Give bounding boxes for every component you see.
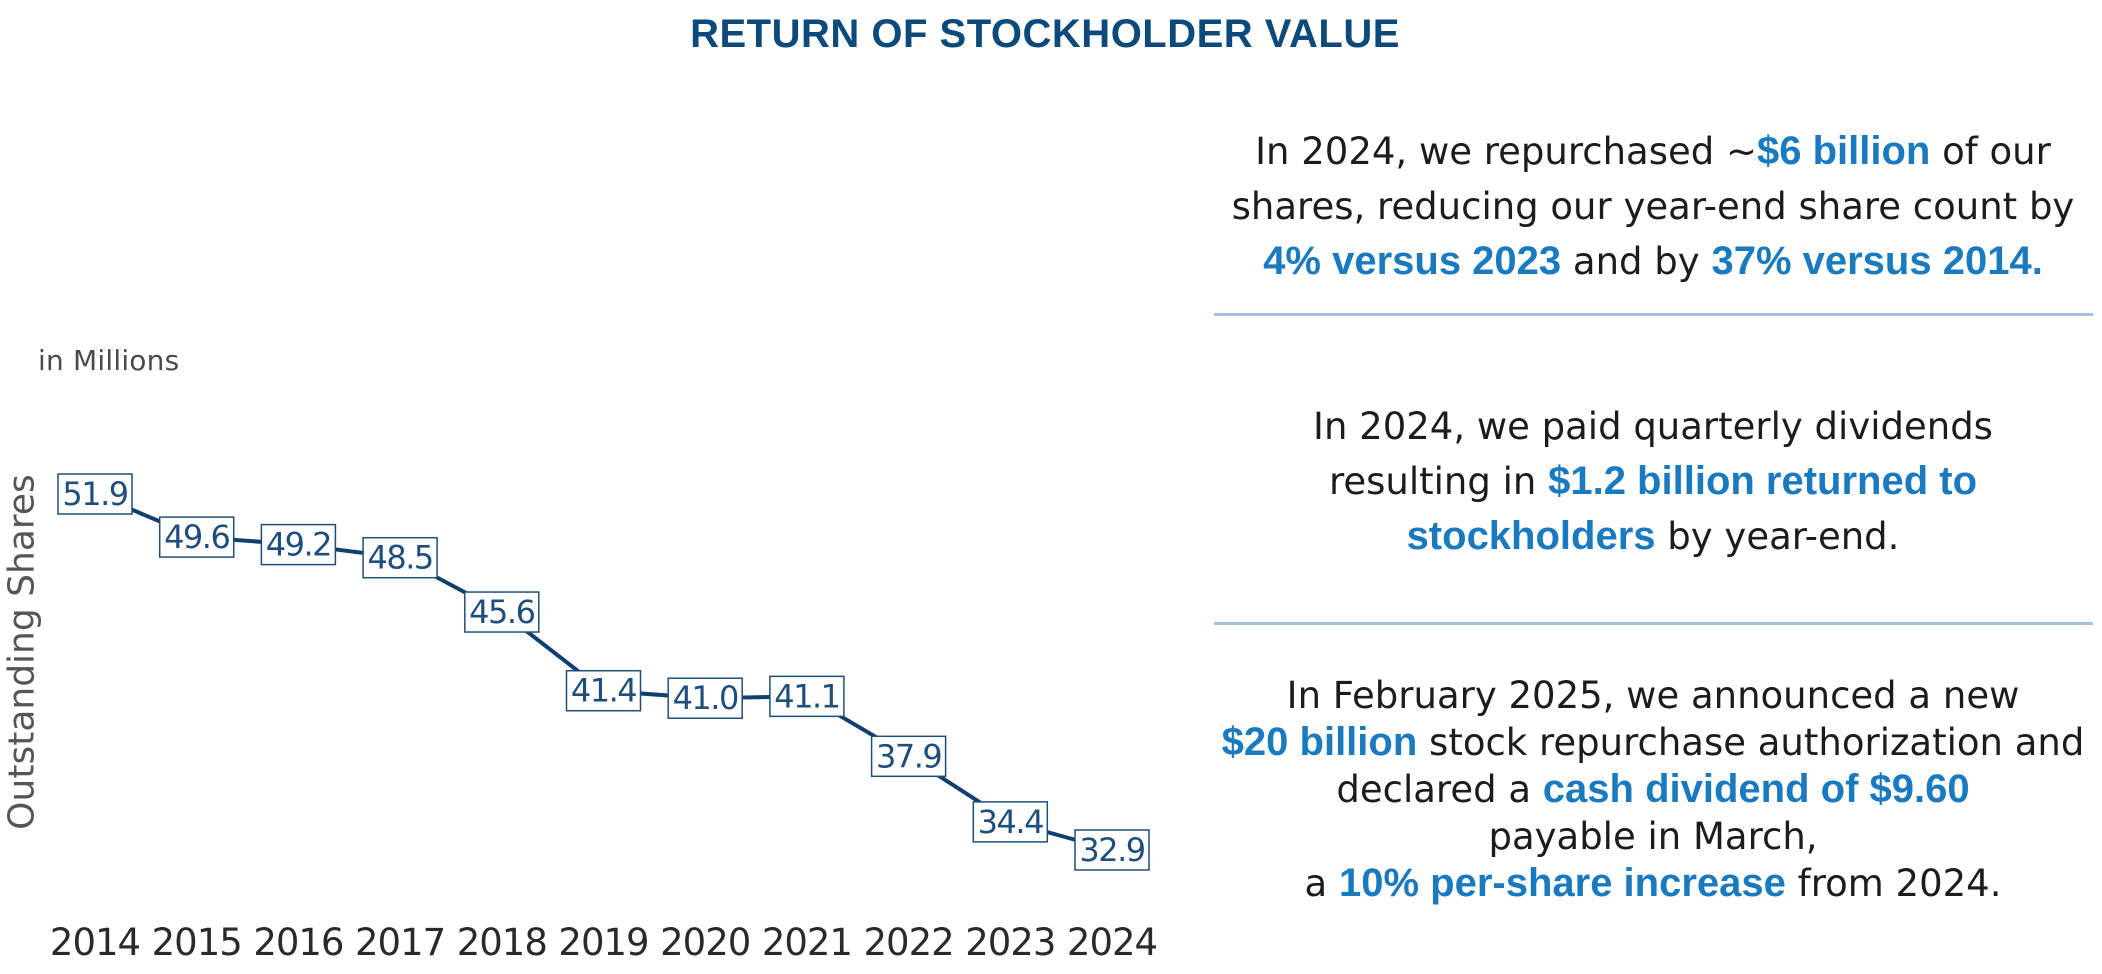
panel-line: 4% versus 2023 and by 37% versus 2014. [1213,234,2093,289]
divider [1214,313,2093,316]
data-point: 41.4 [565,669,642,712]
data-point: 49.2 [260,523,337,566]
body-text: payable in March, [1488,815,1818,858]
dividend-summary: In 2024, we paid quarterly dividends resu… [1213,399,2093,564]
body-text: In 2024, we repurchased ~ [1255,130,1757,173]
data-point: 37.9 [870,735,947,778]
data-label: 37.9 [876,737,941,775]
data-point: 41.0 [667,677,743,719]
panel-line: declared a cash dividend of $9.60 [1213,766,2093,813]
data-label-box [972,801,1049,843]
highlight-text: $6 billion [1757,129,1931,173]
data-label: 45.6 [469,593,534,631]
highlight-text: stockholders [1406,514,1656,558]
panel-line: In 2024, we repurchased ~$6 billion of o… [1213,124,2093,179]
data-point: 41.1 [769,675,845,718]
data-label-box [260,523,337,566]
highlight-text: cash dividend of $9.60 [1542,767,1970,811]
panel-line: $20 billion stock repurchase authorizati… [1213,719,2093,766]
panel-line: resulting in $1.2 billion returned to [1213,454,2093,509]
data-point: 49.6 [158,516,235,558]
data-label-box [362,536,438,579]
body-text: stock repurchase authorization and [1417,721,2085,764]
body-text: resulting in [1328,460,1549,503]
data-label-box [667,677,743,719]
shares-line-chart: 51.9 49.6 49.2 48.5 45.6 41.4 41.0 41.1 37.9 34.4… [50,473,1158,964]
data-label-layer: 51.9 49.6 49.2 48.5 45.6 41.4 41.0 41.1 37.9 34.4… [57,473,1150,871]
body-text: and by [1561,240,1712,283]
panel-line: In 2024, we paid quarterly dividends [1213,399,2093,454]
divider [1214,622,2093,625]
data-point: 34.4 [972,801,1049,843]
page-title: RETURN OF STOCKHOLDER VALUE [690,12,1400,56]
data-label-box [57,473,133,515]
data-label-box [158,516,235,558]
x-tick-label: 2022 [864,921,954,964]
panel-line: shares, reducing our year-end share coun… [1213,179,2093,234]
data-label-box [769,675,845,718]
data-label: 41.4 [571,672,636,710]
x-tick-label: 2023 [965,921,1055,964]
body-text: declared a [1336,768,1543,811]
x-tick-label: 2021 [762,921,852,964]
x-tick-label: 2019 [558,921,648,964]
body-text: shares, reducing our year-end share coun… [1231,185,2075,228]
x-tick-label: 2016 [253,921,343,964]
data-label: 49.6 [164,518,229,556]
x-tick-label: 2015 [152,921,242,964]
data-label-box [565,669,642,712]
highlight-text: 37% versus 2014. [1711,239,2043,283]
data-label: 32.9 [1079,831,1144,869]
data-label: 34.4 [978,803,1043,841]
x-tick-label: 2020 [660,921,750,964]
x-axis: 2014 2015 2016 2017 2018 2019 2020 2021 2022 2023… [50,921,1158,964]
body-text: a [1304,862,1339,905]
x-tick-label: 2024 [1067,921,1157,964]
panel-line: stockholders by year-end. [1213,509,2093,564]
data-label-box [870,735,947,778]
data-point: 45.6 [464,591,540,633]
units-note: in Millions [38,344,180,377]
body-text: by year-end. [1655,515,1900,558]
panel-line: payable in March, [1213,813,2093,860]
data-label: 41.1 [774,677,839,715]
highlight-text: 4% versus 2023 [1263,239,1562,283]
highlight-text: 10% per-share increase [1338,861,1786,905]
x-tick-label: 2017 [355,921,445,964]
panel-line: In February 2025, we announced a new [1213,672,2093,719]
data-point: 48.5 [362,536,438,579]
data-point: 51.9 [57,473,133,515]
data-label: 48.5 [367,539,432,577]
data-point: 32.9 [1074,829,1150,871]
body-text: from 2024. [1785,862,2002,905]
body-text: In 2024, we paid quarterly dividends [1313,405,1993,448]
body-text: In February 2025, we announced a new [1286,674,2020,717]
highlight-text: $1.2 billion returned to [1548,459,1978,503]
panel-line: a 10% per-share increase from 2024. [1213,860,2093,907]
data-label-box [1074,829,1150,871]
authorization-summary: In February 2025, we announced a new $20 … [1213,672,2093,907]
x-tick-label: 2018 [457,921,547,964]
body-text: of our [1930,130,2051,173]
repurchase-summary: In 2024, we repurchased ~$6 billion of o… [1213,124,2093,289]
data-label: 51.9 [62,475,127,513]
data-label-box [464,591,540,633]
x-tick-label: 2014 [50,921,140,964]
highlight-text: $20 billion [1221,720,1418,764]
data-label: 41.0 [673,679,738,717]
data-label: 49.2 [266,526,331,564]
